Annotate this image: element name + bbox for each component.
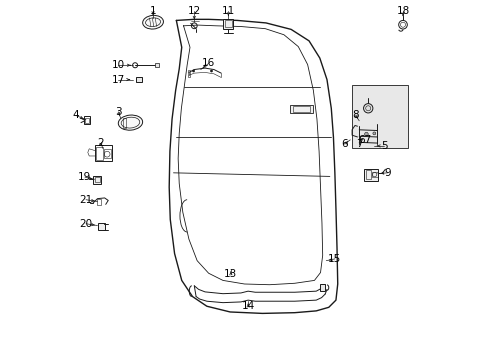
Bar [95,145,112,161]
Bar [103,149,111,158]
Text: 20: 20 [79,219,92,229]
Circle shape [364,132,367,136]
Text: 14: 14 [241,301,254,311]
Text: 3: 3 [115,107,122,117]
Bar [136,77,142,82]
Circle shape [372,132,375,135]
Text: 12: 12 [187,6,201,17]
Bar [290,105,312,113]
Circle shape [363,104,372,113]
Ellipse shape [142,15,163,29]
Circle shape [192,70,194,72]
Bar [123,118,126,128]
Text: 17: 17 [111,75,124,85]
Bar [93,176,101,184]
Bar [155,63,159,67]
Text: 6: 6 [340,139,347,149]
Bar [85,118,89,123]
Text: 11: 11 [221,6,235,17]
Bar [224,20,231,27]
Bar [94,177,100,182]
Circle shape [210,70,212,72]
Text: 7: 7 [355,139,362,149]
Text: 18: 18 [396,6,409,17]
Text: 15: 15 [327,254,341,264]
Bar [363,168,377,181]
Text: 19: 19 [78,172,91,182]
Bar [319,284,325,291]
Text: 10: 10 [111,60,124,70]
Bar [97,199,101,205]
Bar [366,170,370,179]
Bar [187,70,190,77]
Text: 67: 67 [358,135,371,145]
Bar [96,147,102,159]
Text: 21: 21 [79,195,92,205]
Bar [371,172,377,177]
Text: 1: 1 [149,6,156,17]
Text: 13: 13 [224,269,237,279]
Text: 9: 9 [384,168,390,178]
Text: 5: 5 [380,141,387,151]
Bar [223,19,233,29]
Text: 4: 4 [73,111,79,121]
Bar [351,85,407,148]
Text: 16: 16 [202,58,215,68]
Bar [98,224,104,230]
Bar [292,106,310,112]
Bar [83,116,90,124]
Text: 2: 2 [98,139,104,148]
Text: 8: 8 [352,111,358,121]
Ellipse shape [118,115,142,130]
